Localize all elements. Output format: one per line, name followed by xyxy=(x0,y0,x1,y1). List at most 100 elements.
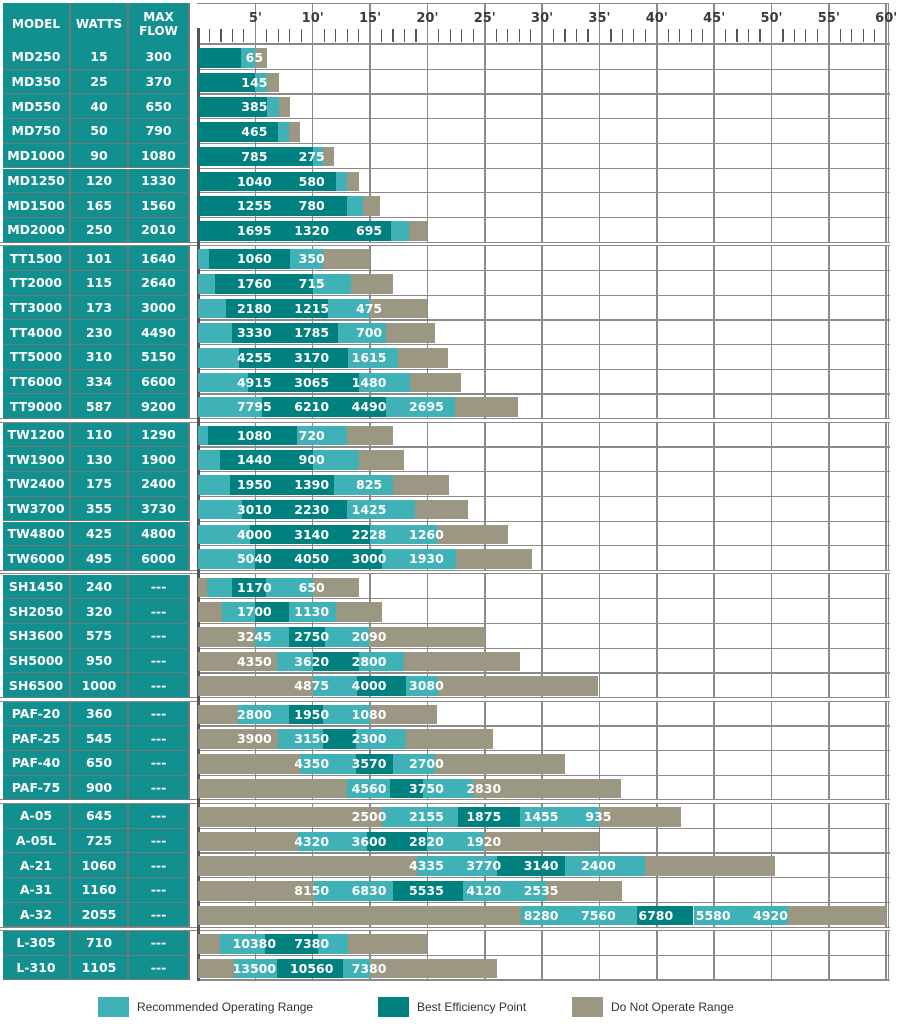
axis-minor-tick xyxy=(415,29,417,42)
watts-cell: 645 xyxy=(71,804,129,829)
watts-cell: 250 xyxy=(71,217,129,243)
max-flow-cell: 4490 xyxy=(129,320,190,345)
gridline-vertical xyxy=(770,3,773,981)
model-cell: A-05L xyxy=(3,828,71,854)
recommended-range-segment xyxy=(358,372,411,393)
do-not-operate-segment xyxy=(370,958,498,979)
axis-minor-tick xyxy=(805,29,807,42)
watts-cell: 900 xyxy=(71,775,129,801)
do-not-operate-segment xyxy=(787,905,887,926)
recommended-range-segment xyxy=(198,397,263,418)
do-not-operate-segment xyxy=(358,450,405,471)
flow-label: 2500 xyxy=(351,809,387,824)
gridline-vertical xyxy=(828,3,830,981)
recommended-range-segment xyxy=(297,831,367,852)
model-cell: TT3000 xyxy=(3,295,71,321)
axis-minor-tick xyxy=(208,29,211,42)
flow-label: 1320 xyxy=(294,222,330,238)
gridline-horizontal xyxy=(198,877,890,879)
group-separator xyxy=(0,926,890,932)
recommended-range-segment xyxy=(347,778,390,799)
model-cell: TT4000 xyxy=(3,320,71,345)
flow-label: 2830 xyxy=(466,780,502,796)
watts-cell: 50 xyxy=(71,119,129,144)
recommended-range-segment xyxy=(318,934,349,954)
model-cell: SH3600 xyxy=(3,623,71,649)
watts-cell: 2055 xyxy=(71,902,129,928)
max-flow-cell: 6000 xyxy=(129,546,190,571)
best-efficiency-segment xyxy=(198,97,267,118)
axis-minor-tick xyxy=(495,29,497,42)
axis-minor-tick xyxy=(610,29,612,42)
axis-tick-label: 55' xyxy=(817,11,840,26)
axis-tick-label: 20' xyxy=(416,11,439,26)
axis-minor-tick xyxy=(851,29,853,42)
axis-minor-tick xyxy=(874,29,876,42)
gridline-horizontal xyxy=(198,598,890,600)
best-efficiency-segment xyxy=(255,602,289,622)
watts-cell: 355 xyxy=(71,496,129,522)
model-cell: TT9000 xyxy=(3,394,71,420)
best-efficiency-segment xyxy=(230,475,335,495)
header-watts: WATTS xyxy=(71,3,129,45)
max-flow-cell: --- xyxy=(129,648,190,674)
model-cell: SH2050 xyxy=(3,599,71,624)
model-cell: MD1000 xyxy=(3,143,71,169)
axis-minor-tick xyxy=(816,29,818,42)
watts-cell: 1000 xyxy=(71,673,129,698)
recommended-range-segment xyxy=(348,348,398,368)
flow-label: 8150 xyxy=(294,883,330,899)
flow-label: 2180 xyxy=(236,300,272,316)
watts-cell: 1105 xyxy=(71,955,129,981)
max-flow-cell: 1560 xyxy=(129,193,190,218)
recommended-range-segment xyxy=(313,881,393,901)
do-not-operate-segment xyxy=(198,626,256,647)
max-flow-cell: --- xyxy=(129,853,190,879)
flow-label: 1260 xyxy=(408,526,444,542)
flow-label: 3065 xyxy=(294,374,330,390)
flow-label: 13500 xyxy=(232,960,277,976)
do-not-operate-segment xyxy=(198,958,234,979)
model-cell: PAF-25 xyxy=(3,726,71,751)
watts-cell: 587 xyxy=(71,394,129,420)
flow-label: 6780 xyxy=(638,907,674,923)
best-efficiency-segment xyxy=(255,549,382,569)
recommended-range-segment xyxy=(289,249,323,269)
do-not-operate-segment xyxy=(198,856,418,877)
recommended-range-segment xyxy=(207,577,233,598)
flow-label: 2300 xyxy=(351,731,387,747)
recommended-range-segment xyxy=(233,958,278,979)
group-separator xyxy=(0,569,890,575)
axis-minor-tick xyxy=(243,29,245,42)
flow-label: 7795 xyxy=(236,399,272,415)
recommended-range-segment xyxy=(693,905,788,926)
legend-label: Recommended Operating Range xyxy=(137,1000,314,1014)
flow-label: 4350 xyxy=(236,653,272,669)
recommended-range-segment xyxy=(300,754,357,774)
max-flow-cell: --- xyxy=(129,599,190,624)
do-not-operate-segment xyxy=(473,778,622,799)
watts-cell: 173 xyxy=(71,295,129,321)
gridline-horizontal xyxy=(198,471,890,473)
recommended-range-segment xyxy=(241,48,256,68)
watts-cell: 15 xyxy=(71,45,129,70)
recommended-range-segment xyxy=(323,704,371,725)
flow-label: 700 xyxy=(356,325,383,341)
flow-label: 350 xyxy=(298,251,325,267)
flow-label: 1950 xyxy=(236,477,272,493)
axis-minor-tick xyxy=(702,29,704,42)
flow-label: 4050 xyxy=(294,551,330,567)
flow-label: 3010 xyxy=(236,501,272,517)
recommended-range-segment xyxy=(381,807,459,827)
flow-label: 4875 xyxy=(294,678,330,694)
max-flow-cell: 3000 xyxy=(129,295,190,321)
max-flow-cell: 9200 xyxy=(129,394,190,420)
recommended-range-segment xyxy=(334,475,393,495)
group-separator xyxy=(0,799,890,804)
max-flow-cell: --- xyxy=(129,623,190,649)
axis-minor-tick xyxy=(564,29,566,42)
axis-minor-tick xyxy=(438,29,440,42)
model-cell: SH6500 xyxy=(3,673,71,698)
flow-label: 2800 xyxy=(351,653,387,669)
best-efficiency-segment xyxy=(264,934,319,954)
